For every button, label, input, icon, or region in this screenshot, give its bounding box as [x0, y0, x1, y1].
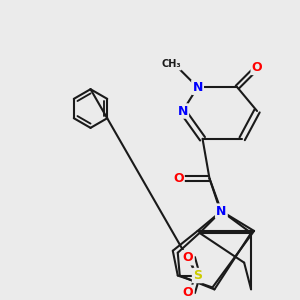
Text: N: N: [178, 104, 188, 118]
Text: O: O: [173, 172, 184, 185]
Text: O: O: [252, 61, 262, 74]
Text: N: N: [192, 81, 203, 94]
Text: S: S: [193, 269, 202, 282]
Text: O: O: [183, 251, 194, 264]
Text: O: O: [183, 286, 194, 299]
Text: N: N: [216, 205, 226, 218]
Text: CH₃: CH₃: [161, 59, 181, 69]
